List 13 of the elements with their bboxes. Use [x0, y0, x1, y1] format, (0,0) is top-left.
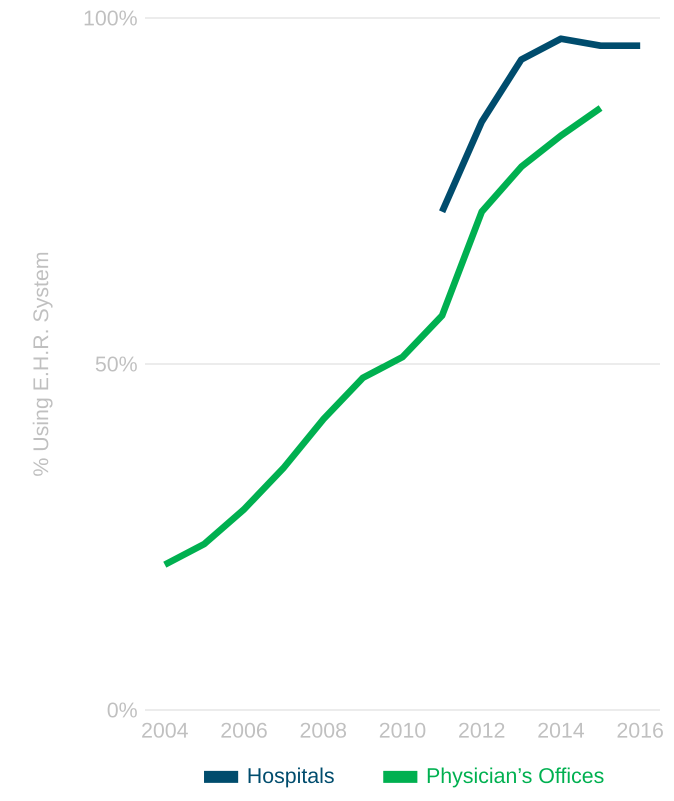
y-axis-title: % Using E.H.R. System [32, 252, 53, 476]
y-tick-label: 0% [108, 702, 137, 718]
legend-label: Hospitals [248, 768, 334, 788]
y-tick-label: 50% [96, 356, 137, 372]
y-tick-label: 100% [84, 10, 137, 26]
x-tick-label: 2008 [300, 722, 346, 738]
x-tick-label: 2006 [221, 722, 267, 738]
x-tick-label: 2004 [142, 722, 188, 738]
x-tick-label: 2016 [618, 722, 663, 738]
x-tick-label: 2010 [380, 722, 426, 738]
x-tick-label: 2012 [459, 722, 504, 738]
x-tick-label: 2014 [538, 722, 584, 738]
legend-label: Physician’s Offices [428, 768, 604, 788]
